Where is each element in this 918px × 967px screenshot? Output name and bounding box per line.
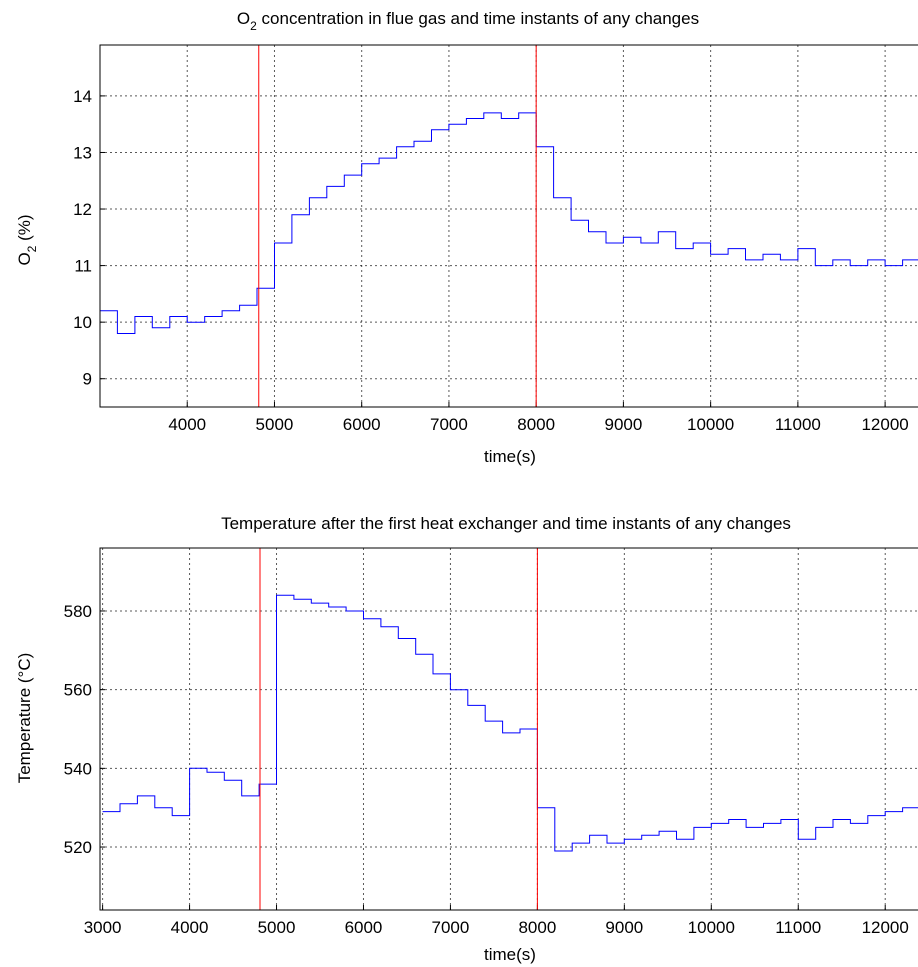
plot-frame bbox=[99, 547, 918, 911]
o2-y-axis-label: O2 (%) bbox=[15, 214, 39, 265]
y-tick-label: 13 bbox=[73, 143, 92, 162]
data-series-line bbox=[100, 112, 918, 334]
y-tick-label: 9 bbox=[83, 370, 92, 389]
temperature-x-axis-label: time(s) bbox=[484, 945, 536, 964]
x-tick-label: 10000 bbox=[687, 415, 734, 434]
x-tick-label: 10000 bbox=[688, 918, 735, 937]
y-tick-label: 520 bbox=[64, 838, 92, 857]
o2-chart-title: O2 concentration in flue gas and time in… bbox=[237, 9, 699, 33]
x-tick-label: 5000 bbox=[256, 415, 294, 434]
o2-plot-area: 4000 5000 6000 7000 8000 9000 10000 11000 12000 9… bbox=[73, 44, 918, 434]
x-tick-label: 6000 bbox=[343, 415, 381, 434]
y-tick-label: 560 bbox=[64, 681, 92, 700]
temperature-y-axis-label: Temperature (°C) bbox=[15, 653, 34, 784]
x-tick-label: 4000 bbox=[171, 918, 209, 937]
o2-x-axis-label: time(s) bbox=[484, 447, 536, 466]
x-tick-label: 7000 bbox=[430, 415, 468, 434]
x-tick-label: 12000 bbox=[862, 918, 909, 937]
x-tick-label: 4000 bbox=[168, 415, 206, 434]
x-tick-label: 11000 bbox=[775, 415, 821, 434]
y-tick-label: 540 bbox=[64, 759, 92, 778]
temperature-plot-area: 3000 4000 5000 6000 7000 8000 9000 10000 11000 12… bbox=[64, 547, 918, 937]
x-tick-label: 9000 bbox=[605, 918, 643, 937]
y-tick-label: 11 bbox=[74, 257, 92, 276]
temperature-chart-title: Temperature after the first heat exchang… bbox=[221, 514, 791, 533]
x-tick-label: 9000 bbox=[604, 415, 642, 434]
x-tick-label: 8000 bbox=[517, 415, 555, 434]
x-tick-label: 7000 bbox=[432, 918, 470, 937]
x-tick-label: 12000 bbox=[861, 415, 908, 434]
plot-frame bbox=[99, 44, 918, 408]
x-tick-label: 5000 bbox=[258, 918, 296, 937]
y-tick-label: 12 bbox=[73, 200, 92, 219]
x-tick-label: 8000 bbox=[518, 918, 556, 937]
y-tick-label: 10 bbox=[73, 313, 92, 332]
o2-chart: O2 concentration in flue gas and time in… bbox=[15, 9, 918, 466]
x-tick-label: 6000 bbox=[345, 918, 383, 937]
temperature-chart: Temperature after the first heat exchang… bbox=[15, 514, 918, 964]
x-tick-label: 11000 bbox=[775, 918, 821, 937]
x-tick-label: 3000 bbox=[84, 918, 122, 937]
y-tick-label: 580 bbox=[64, 602, 92, 621]
data-series-line bbox=[102, 594, 918, 852]
y-tick-label: 14 bbox=[73, 87, 92, 106]
